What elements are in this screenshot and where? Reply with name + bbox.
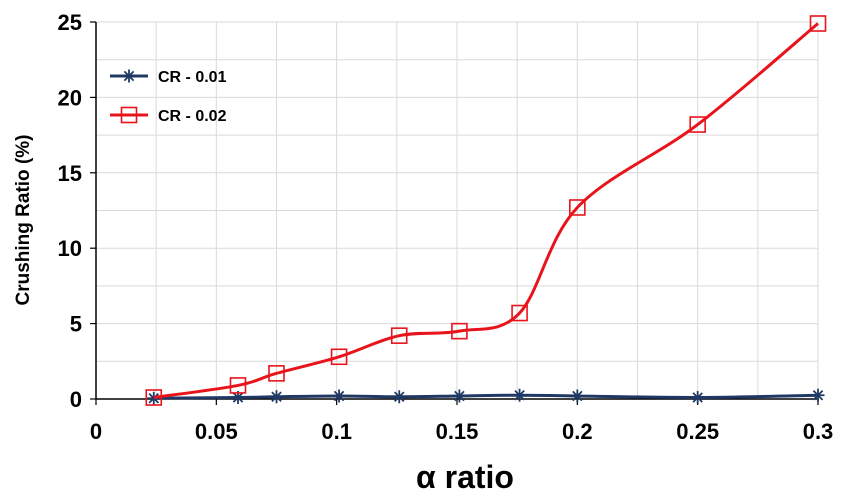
data-point <box>811 388 825 402</box>
data-point <box>330 348 348 366</box>
data-point <box>229 377 247 394</box>
y-axis-label: Crushing Ratio (%) <box>13 135 34 306</box>
y-tick-label: 5 <box>70 312 82 337</box>
legend-item: CR - 0.02 <box>110 106 227 125</box>
x-axis-label: α ratio <box>416 459 514 495</box>
series-line <box>153 393 819 400</box>
data-point <box>691 390 705 404</box>
data-point <box>332 389 346 403</box>
x-tick-label: 0.25 <box>676 419 719 444</box>
x-tick-label: 0.15 <box>436 419 479 444</box>
x-tick-label: 0.3 <box>803 419 834 444</box>
data-point <box>511 304 528 322</box>
y-tick-labels: 0 5 10 15 20 25 <box>58 10 96 412</box>
legend-item: CR - 0.01 <box>110 69 227 86</box>
y-tick-label: 25 <box>58 10 82 35</box>
data-point <box>689 116 706 133</box>
data-point <box>268 365 285 382</box>
data-point <box>390 327 408 344</box>
data-point <box>809 15 827 32</box>
y-tick-label: 20 <box>58 85 82 110</box>
x-tick-label: 0.1 <box>321 419 352 444</box>
data-point <box>451 322 468 340</box>
data-point <box>513 388 527 402</box>
series-2 <box>145 15 827 406</box>
legend-marker <box>122 69 136 83</box>
data-point <box>569 199 586 216</box>
y-tick-label: 15 <box>58 161 82 186</box>
series-1 <box>147 388 825 405</box>
legend-label: CR - 0.01 <box>158 69 227 86</box>
x-tick-label: 0 <box>90 419 102 444</box>
data-point <box>392 390 406 404</box>
series-line <box>153 22 819 399</box>
legend: CR - 0.01 CR - 0.02 <box>110 69 227 125</box>
data-point <box>570 389 584 403</box>
data-series <box>145 15 827 406</box>
data-point <box>452 389 466 403</box>
legend-marker <box>120 106 138 124</box>
y-tick-label: 10 <box>58 236 82 261</box>
x-tick-labels: 0 0.05 0.1 0.15 0.2 0.25 0.3 <box>90 399 833 444</box>
legend-label: CR - 0.02 <box>158 108 227 125</box>
x-tick-label: 0.2 <box>562 419 593 444</box>
x-tick-label: 0.05 <box>195 419 238 444</box>
data-point <box>145 389 163 406</box>
y-tick-label: 0 <box>70 387 82 412</box>
data-point <box>270 390 283 404</box>
